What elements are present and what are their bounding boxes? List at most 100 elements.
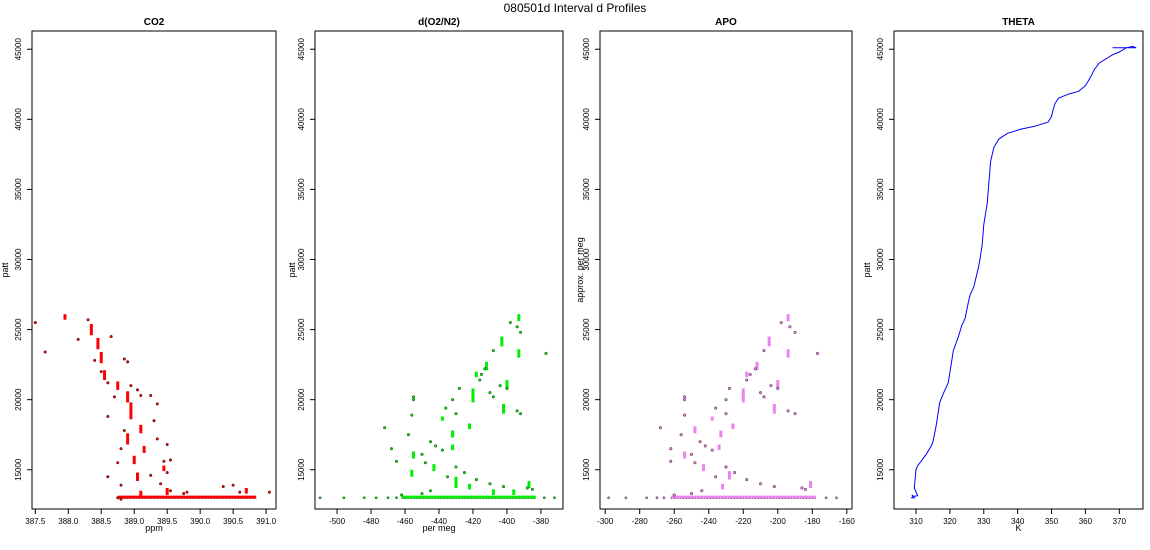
data-point xyxy=(434,444,438,448)
x-tick-label: 360 xyxy=(1079,517,1093,526)
data-point xyxy=(106,414,110,418)
data-point xyxy=(769,384,773,388)
data-point xyxy=(727,386,731,390)
data-point xyxy=(753,367,757,371)
y-tick-label: 30000 xyxy=(582,248,591,271)
data-point-outlier xyxy=(342,496,346,500)
data-point xyxy=(444,406,448,410)
x-tick-label: -440 xyxy=(431,517,448,526)
figure-title: 080501d Interval d Profiles xyxy=(504,1,647,15)
data-point xyxy=(491,349,495,353)
data-point xyxy=(429,489,433,493)
data-point xyxy=(544,351,548,355)
data-point-outlier xyxy=(645,496,648,500)
data-point xyxy=(454,465,458,469)
data-point xyxy=(165,471,169,475)
data-point xyxy=(505,386,509,390)
y-tick-label: 15000 xyxy=(582,458,591,481)
data-point xyxy=(724,398,728,402)
data-point xyxy=(231,483,235,487)
y-tick-label: 25000 xyxy=(14,318,23,341)
data-point xyxy=(99,370,103,374)
data-point xyxy=(793,330,797,334)
x-tick-label: 388.0 xyxy=(58,517,79,526)
data-point xyxy=(779,321,783,325)
data-point xyxy=(658,426,662,430)
data-point xyxy=(689,452,693,456)
data-point xyxy=(483,367,487,371)
data-point xyxy=(508,321,512,325)
data-point xyxy=(525,486,529,490)
x-tick-label: -160 xyxy=(839,517,856,526)
data-point xyxy=(412,398,416,402)
y-tick-label: 35000 xyxy=(582,178,591,201)
x-tick-label: -220 xyxy=(735,517,752,526)
data-point-outlier xyxy=(655,496,659,500)
y-tick-label: 30000 xyxy=(876,248,885,271)
data-point xyxy=(793,412,797,416)
plot-frame xyxy=(31,30,277,510)
data-point xyxy=(182,492,186,496)
y-tick-label: 25000 xyxy=(876,318,885,341)
data-point-outlier xyxy=(624,496,628,500)
panel-title: d(O2/N2) xyxy=(418,17,460,28)
data-point xyxy=(745,478,749,482)
x-tick-label: 370 xyxy=(1113,517,1127,526)
data-point xyxy=(406,433,410,437)
data-point-outlier xyxy=(607,496,610,500)
y-tick-label: 30000 xyxy=(14,248,23,271)
data-point xyxy=(693,461,697,465)
data-point xyxy=(714,475,718,479)
y-tick-label: 20000 xyxy=(297,388,306,411)
data-point xyxy=(683,398,687,402)
data-point xyxy=(478,378,482,382)
x-tick-label: -460 xyxy=(397,517,414,526)
x-tick-label: -420 xyxy=(465,517,482,526)
x-tick-label: -400 xyxy=(499,517,516,526)
data-point xyxy=(454,412,458,416)
data-point xyxy=(698,440,702,444)
data-point xyxy=(221,485,225,489)
data-point xyxy=(126,360,130,364)
x-tick-label: 310 xyxy=(909,517,923,526)
data-point xyxy=(238,490,242,494)
data-point xyxy=(703,444,707,448)
y-axis-label: approx. per meg xyxy=(575,237,585,303)
data-point xyxy=(488,482,492,486)
data-point xyxy=(86,318,90,322)
data-point-outlier xyxy=(543,496,546,500)
data-point xyxy=(502,485,506,489)
data-point xyxy=(155,402,159,406)
y-axis-label: patt xyxy=(287,262,297,278)
data-point xyxy=(165,443,169,447)
data-point xyxy=(116,496,120,500)
data-point xyxy=(515,325,519,329)
data-point xyxy=(106,381,110,385)
x-tick-label: 330 xyxy=(977,517,991,526)
x-tick-label: 390.0 xyxy=(190,517,211,526)
data-point xyxy=(267,490,271,494)
data-point xyxy=(815,351,819,355)
data-point xyxy=(122,357,126,361)
x-tick-label: 340 xyxy=(1011,517,1025,526)
data-point xyxy=(389,447,393,451)
y-tick-label: 35000 xyxy=(876,178,885,201)
x-tick-label: -200 xyxy=(770,517,787,526)
y-tick-label: 45000 xyxy=(14,38,23,61)
y-tick-label: 45000 xyxy=(876,38,885,61)
theta-profile-line xyxy=(910,45,1137,499)
data-point xyxy=(383,426,387,430)
data-point xyxy=(700,489,704,493)
data-point xyxy=(462,471,466,475)
data-point xyxy=(445,475,449,479)
data-point xyxy=(149,393,153,397)
y-tick-label: 30000 xyxy=(297,248,306,271)
x-tick-label: 387.5 xyxy=(25,517,46,526)
data-point xyxy=(498,384,502,388)
x-tick-label: -300 xyxy=(597,517,614,526)
data-point xyxy=(119,483,123,487)
panel-title: APO xyxy=(715,17,737,28)
data-point xyxy=(106,475,110,479)
data-point xyxy=(800,486,804,490)
x-tick-label: 390.5 xyxy=(223,517,244,526)
